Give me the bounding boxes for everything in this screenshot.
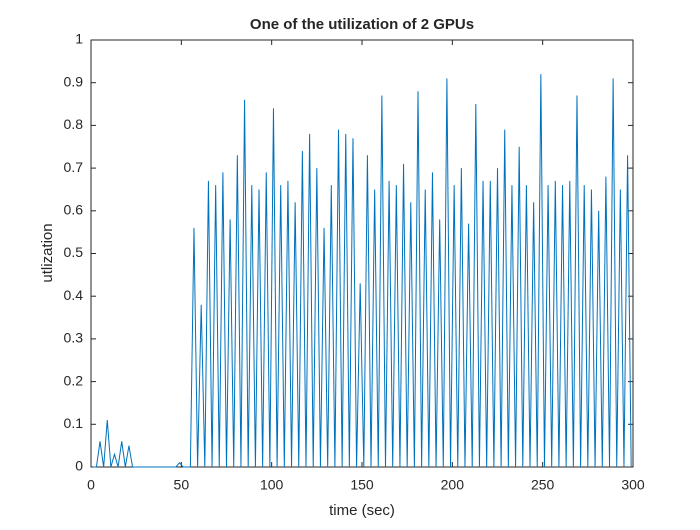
x-tick-label: 50 [174, 477, 190, 493]
y-tick-label: 0 [75, 458, 83, 474]
x-tick-label: 100 [260, 477, 284, 493]
y-tick-label: 0.1 [64, 415, 84, 431]
y-tick-label: 0.5 [64, 244, 84, 260]
y-tick-label: 0.7 [64, 159, 84, 175]
y-tick-label: 0.4 [64, 287, 84, 303]
x-tick-label: 300 [621, 477, 645, 493]
x-tick-label: 150 [350, 477, 374, 493]
y-tick-label: 0.9 [64, 73, 84, 89]
y-tick-label: 1 [75, 31, 83, 47]
y-tick-label: 0.8 [64, 116, 84, 132]
x-axis-label: time (sec) [329, 502, 395, 519]
x-tick-label: 200 [441, 477, 465, 493]
y-tick-label: 0.6 [64, 202, 84, 218]
x-tick-label: 250 [531, 477, 555, 493]
axes-box [90, 39, 634, 468]
y-axis-label: utlization [39, 223, 56, 282]
y-tick-label: 0.2 [64, 372, 84, 388]
data-line [92, 74, 632, 468]
x-tick-label: 0 [87, 477, 95, 493]
chart-title: One of the utilization of 2 GPUs [250, 16, 474, 33]
y-tick-label: 0.3 [64, 330, 84, 346]
